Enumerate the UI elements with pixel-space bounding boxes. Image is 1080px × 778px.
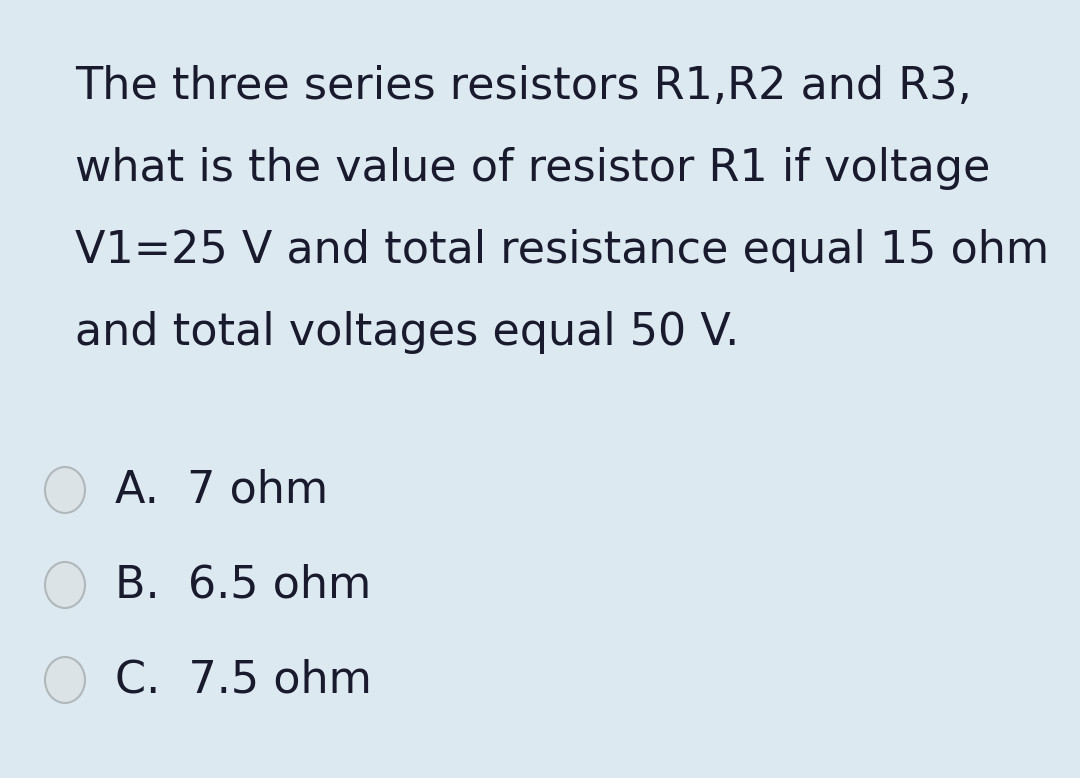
Text: B.  6.5 ohm: B. 6.5 ohm bbox=[114, 563, 372, 607]
Ellipse shape bbox=[45, 562, 85, 608]
Text: and total voltages equal 50 V.: and total voltages equal 50 V. bbox=[75, 311, 739, 354]
Text: A.  7 ohm: A. 7 ohm bbox=[114, 468, 328, 511]
Text: V1=25 V and total resistance equal 15 ohm: V1=25 V and total resistance equal 15 oh… bbox=[75, 229, 1049, 272]
Ellipse shape bbox=[45, 467, 85, 513]
Ellipse shape bbox=[45, 657, 85, 703]
Text: what is the value of resistor R1 if voltage: what is the value of resistor R1 if volt… bbox=[75, 147, 990, 190]
Text: C.  7.5 ohm: C. 7.5 ohm bbox=[114, 658, 372, 702]
Text: The three series resistors R1,R2 and R3,: The three series resistors R1,R2 and R3, bbox=[75, 65, 972, 108]
